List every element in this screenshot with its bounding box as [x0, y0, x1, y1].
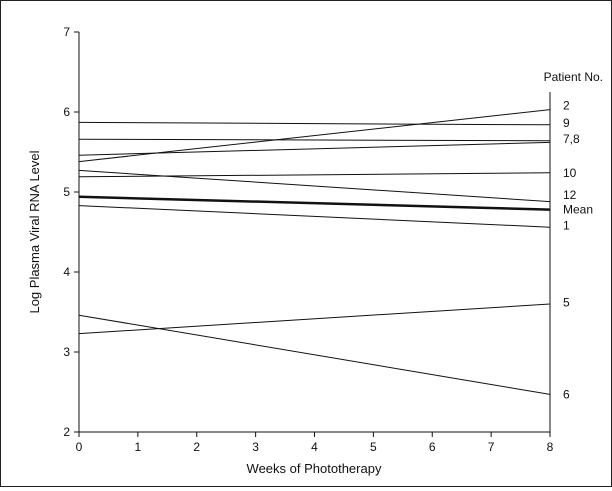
- x-axis-title: Weeks of Phototherapy: [247, 461, 382, 476]
- patient-series-line: [78, 314, 551, 395]
- y-tick-label: 2: [63, 425, 70, 439]
- y-tick-label: 5: [63, 185, 70, 199]
- patient-series-line: [78, 109, 551, 163]
- line-end-label: 9: [563, 116, 570, 130]
- x-tick-label: 8: [547, 440, 554, 454]
- x-tick-label: 3: [252, 440, 259, 454]
- x-tick-label: 0: [76, 440, 83, 454]
- x-tick-label: 6: [429, 440, 436, 454]
- line-end-label: 10: [563, 166, 577, 180]
- line-end-label: 1: [563, 219, 570, 233]
- mean-series-line: [78, 195, 551, 211]
- patient-series-line: [78, 141, 551, 156]
- x-tick-label: 5: [370, 440, 377, 454]
- x-tick-label: 7: [488, 440, 495, 454]
- patient-series-line: [78, 121, 551, 126]
- legend-title: Patient No.: [544, 70, 603, 84]
- line-end-label: Mean: [563, 203, 593, 217]
- y-tick-label: 7: [63, 25, 70, 39]
- series-lines: [78, 109, 551, 395]
- patient-series-line: [78, 138, 551, 142]
- line-end-label: 5: [563, 295, 570, 309]
- x-tick-label: 2: [193, 440, 200, 454]
- patient-series-line: [78, 303, 551, 335]
- y-tick-label: 6: [63, 105, 70, 119]
- x-tick-label: 1: [135, 440, 142, 454]
- y-tick-label: 4: [63, 265, 70, 279]
- ticks: 0 1 2 3 4 5 6 7 8 2 3 4 5 6 7: [63, 25, 553, 454]
- line-end-label: 7,8: [563, 132, 580, 146]
- line-end-label: 2: [563, 99, 570, 113]
- y-tick-label: 3: [63, 345, 70, 359]
- line-end-label: 6: [563, 387, 570, 401]
- x-tick-label: 4: [311, 440, 318, 454]
- y-axis-title: Log Plasma Viral RNA Level: [27, 150, 42, 313]
- axes: [78, 32, 551, 433]
- patient-series-line: [78, 205, 551, 228]
- line-end-label: 12: [563, 188, 577, 202]
- patient-series-line: [78, 172, 551, 178]
- patient-series-line: [78, 169, 551, 203]
